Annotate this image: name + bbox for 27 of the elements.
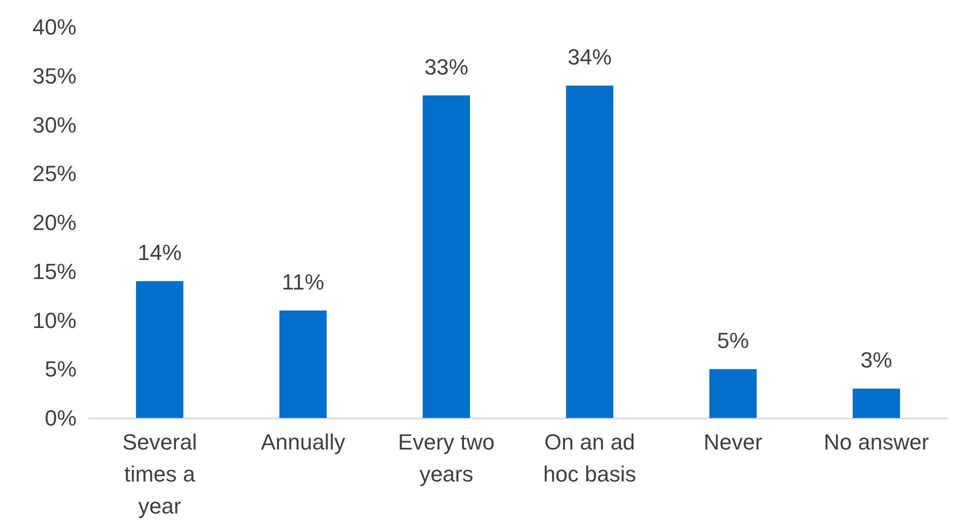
x-tick-label: On an ad hoc basis: [543, 430, 636, 486]
data-label: 3%: [860, 348, 892, 373]
x-tick-label: No answer: [824, 430, 929, 454]
bar: [566, 86, 614, 418]
data-label: 11%: [282, 269, 324, 294]
x-tick-label: Several times a year: [122, 430, 197, 518]
data-label: 5%: [717, 328, 749, 354]
data-label: 34%: [568, 44, 612, 70]
y-tick-label: 5%: [44, 356, 76, 382]
y-tick-label: 25%: [32, 161, 76, 186]
y-tick-label: 10%: [32, 308, 76, 333]
y-tick-label: 15%: [32, 258, 76, 284]
x-tick-label: Never: [704, 430, 762, 454]
bar: [136, 281, 184, 418]
bar: [709, 369, 757, 418]
x-tick-label: Annually: [260, 430, 346, 454]
y-tick-label: 30%: [32, 112, 76, 138]
bar: [279, 310, 327, 418]
data-label: 14%: [138, 240, 182, 266]
x-tick-label: Every two years: [398, 430, 495, 486]
y-tick-label: 20%: [32, 210, 76, 235]
y-tick-label: 35%: [32, 63, 76, 88]
bar: [422, 95, 470, 418]
bar: [852, 388, 900, 418]
data-label: 33%: [424, 54, 468, 80]
y-tick-label: 40%: [32, 14, 76, 40]
y-tick-label: 0%: [44, 406, 76, 430]
